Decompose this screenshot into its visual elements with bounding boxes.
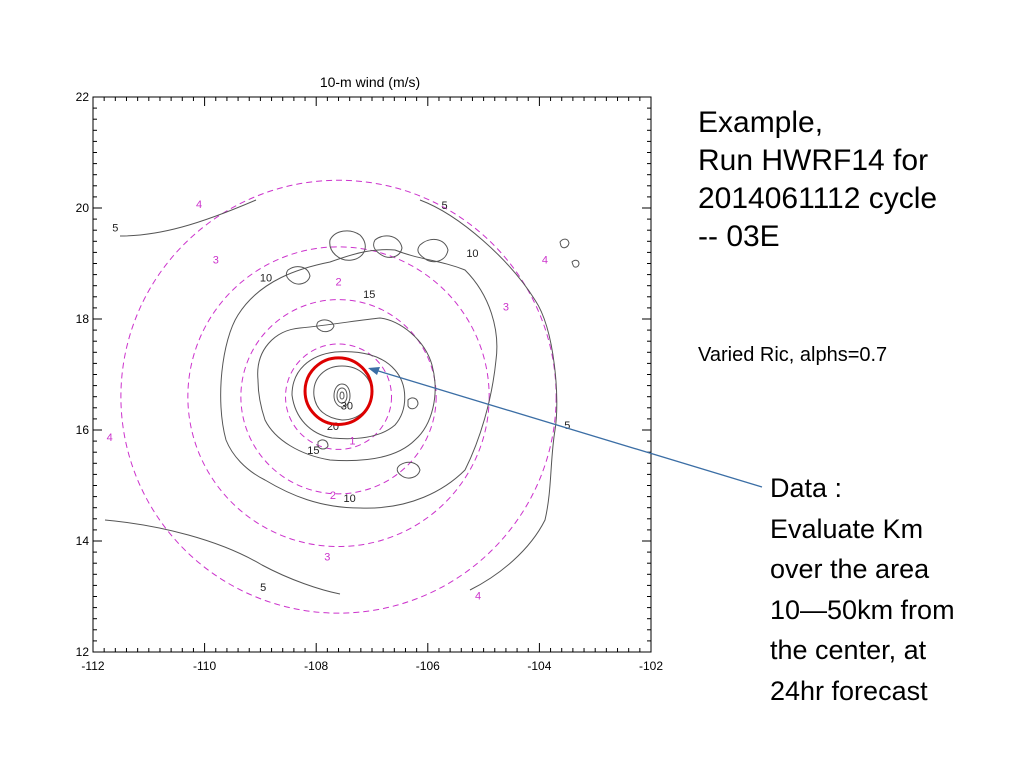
dashed-contour-label: 1 (349, 435, 355, 447)
dashed-contour-ring (285, 343, 393, 450)
example-title-line: 2014061112 cycle (698, 182, 938, 215)
highlight-circle (303, 356, 374, 426)
solid-contour-line (257, 317, 436, 462)
dashed-contour-label: 4 (475, 590, 481, 602)
data-description-line: 10—50km from (770, 594, 955, 625)
solid-contour-line (396, 461, 421, 479)
dashed-contour-label: 4 (196, 199, 202, 211)
solid-contour-label: 30 (341, 400, 353, 412)
x-tick-label: -112 (81, 659, 104, 673)
solid-contour-line (339, 391, 345, 400)
solid-contour-line (571, 259, 580, 268)
solid-contour-line (291, 351, 406, 440)
x-tick-label: -104 (527, 659, 551, 673)
solid-contour-label: 10 (260, 272, 272, 284)
data-description-line: Evaluate Km (770, 513, 924, 544)
data-description-line: the center, at (770, 635, 927, 665)
x-tick-label: -108 (304, 659, 328, 673)
chart-title: 10-m wind (m/s) (320, 74, 420, 90)
dashed-contour-label: 4 (107, 432, 113, 444)
solid-contour-label: 10 (344, 493, 356, 505)
y-tick-label: 18 (76, 312, 90, 326)
solid-contour-line (333, 383, 351, 408)
solid-contour-line (104, 519, 341, 595)
example-title-line: Run HWRF14 for (698, 144, 929, 177)
dashed-contour-label: 3 (324, 551, 330, 563)
dashed-contour-ring (187, 246, 490, 548)
solid-contour-line (419, 199, 558, 591)
dashed-contour-label: 3 (503, 302, 509, 314)
solid-contour-line (329, 230, 366, 261)
x-tick-label: -106 (416, 659, 440, 673)
solid-contour-line (373, 235, 403, 258)
y-tick-label: 16 (76, 423, 90, 437)
x-tick-label: -102 (639, 659, 663, 673)
solid-contour-label: 15 (363, 289, 375, 301)
dashed-contour-label: 2 (330, 490, 336, 502)
dashed-contour-ring (120, 179, 557, 614)
solid-contour-line (220, 249, 498, 509)
solid-contour-label: 5 (112, 222, 118, 234)
solid-contour-line (407, 397, 419, 410)
example-title-line: -- 03E (698, 220, 780, 253)
dashed-contours (120, 179, 557, 614)
solid-contour-line (119, 199, 257, 237)
solid-contours (104, 199, 580, 595)
dashed-contour-label: 4 (542, 255, 548, 267)
parameter-note: Varied Ric, alphs=0.7 (698, 344, 888, 366)
plot-frame (92, 96, 652, 653)
solid-contour-line (336, 387, 348, 404)
example-title: Example, Run HWRF14 for 2014061112 cycle… (698, 104, 937, 256)
solid-contour-line (285, 266, 311, 285)
solid-contour-line (316, 319, 335, 333)
solid-contour-label: 5 (441, 200, 447, 212)
solid-contour-label: 15 (307, 445, 319, 457)
data-description-line: Data : (770, 473, 843, 503)
solid-contour-line (559, 238, 570, 249)
solid-contour-label: 5 (260, 582, 266, 594)
y-tick-label: 14 (76, 534, 90, 548)
y-tick-label: 12 (76, 645, 90, 659)
solid-contour-line (317, 439, 329, 450)
y-tick-label: 22 (76, 90, 90, 104)
callout-arrow-head (368, 367, 380, 375)
callout-arrow-line (374, 369, 763, 488)
dashed-contour-label: 3 (213, 255, 219, 267)
x-tick-label: -110 (193, 659, 216, 673)
dashed-contour-ring (240, 299, 437, 495)
solid-contour-line (417, 238, 449, 263)
data-description: Data : Evaluate Km over the area 10—50km… (770, 468, 955, 711)
highlight-layer (303, 356, 374, 426)
solid-contour-label: 10 (466, 248, 478, 260)
solid-contour-label: 5 (564, 420, 570, 432)
dashed-contour-label: 2 (335, 277, 341, 289)
data-description-line: 24hr forecast (770, 675, 928, 706)
data-description-line: over the area (770, 554, 930, 584)
example-title-line: Example, (698, 106, 824, 139)
y-tick-label: 20 (76, 201, 90, 215)
